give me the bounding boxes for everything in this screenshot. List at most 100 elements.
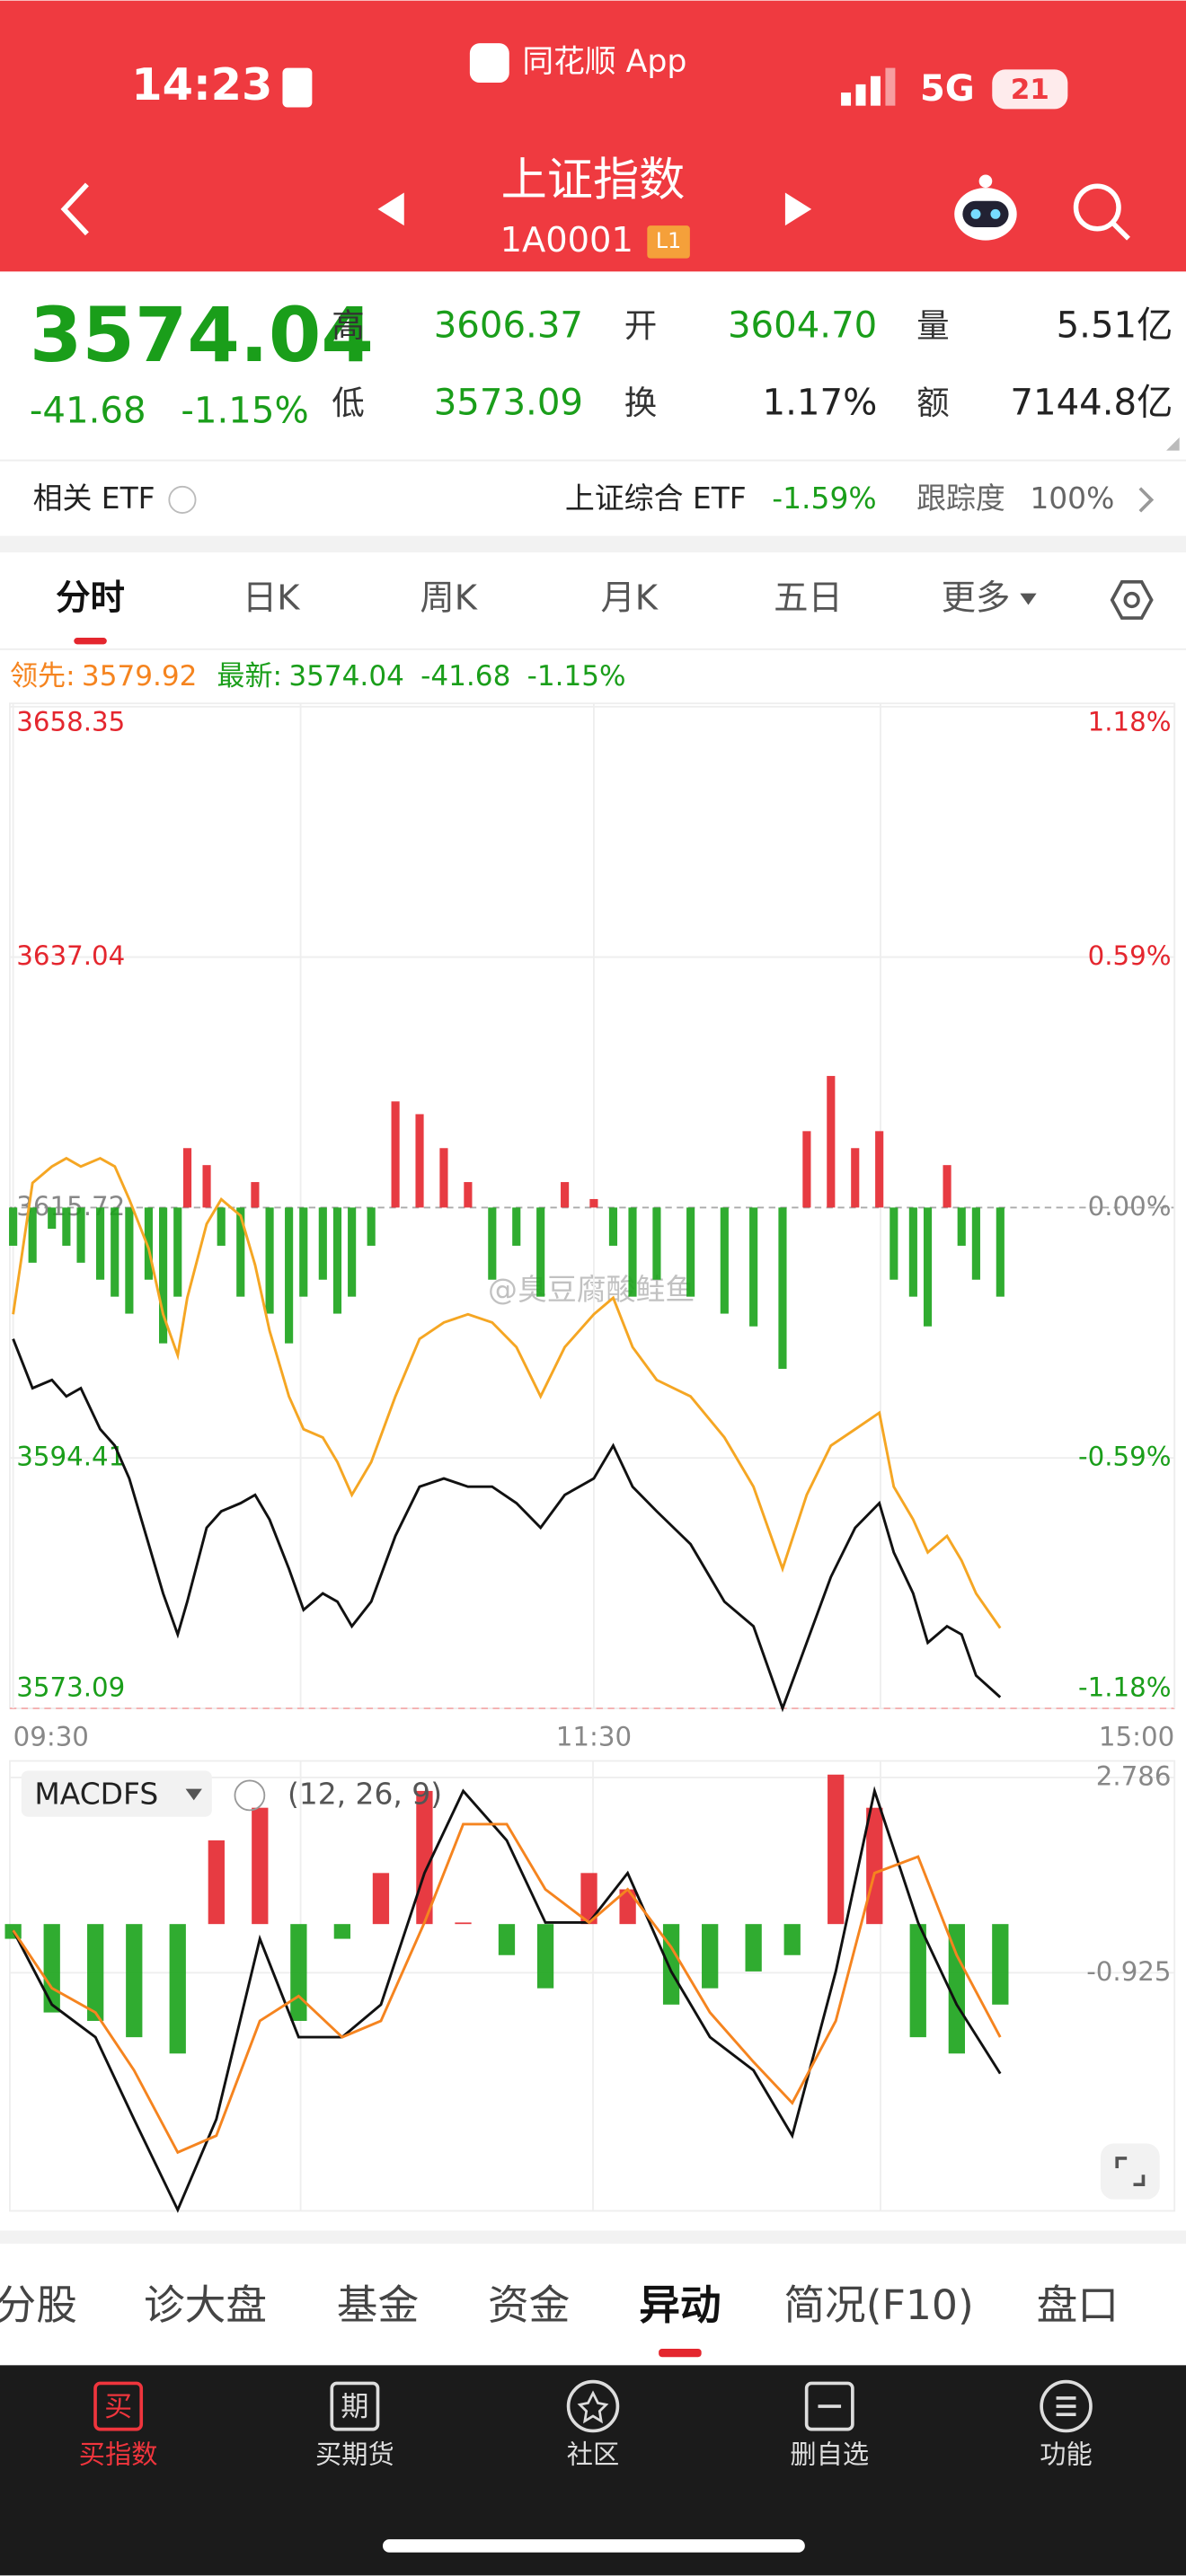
bottom-tab[interactable]: 资金 — [488, 2281, 570, 2329]
signal — [841, 67, 896, 106]
tab[interactable]: 五日 — [774, 578, 843, 618]
nav-item[interactable]: 社区 — [566, 2379, 620, 2470]
tab[interactable]: 月K — [600, 578, 658, 618]
y2-tick-label: 0.59% — [1088, 940, 1172, 971]
bar — [828, 1774, 845, 1925]
bar — [9, 1207, 18, 1246]
next-button[interactable] — [784, 192, 812, 226]
nav-icon — [804, 2381, 854, 2431]
app-icon — [469, 43, 509, 84]
bar — [455, 1922, 472, 1925]
bottom-tab[interactable]: 异动 — [639, 2281, 721, 2329]
y-tick-label: 3658.35 — [16, 707, 125, 737]
bar — [348, 1207, 357, 1297]
nav-label: 买指数 — [79, 2439, 158, 2469]
dropdown-arrow — [1020, 593, 1037, 605]
watermark: @臭豆腐酸鲑鱼 — [488, 1272, 695, 1307]
bar — [251, 1182, 260, 1208]
header-title: 上证指数 — [501, 154, 686, 207]
prev-button[interactable] — [377, 192, 404, 226]
bar — [909, 1924, 926, 2038]
x-tick-label: 15:00 — [1099, 1721, 1174, 1751]
series-line — [12, 1822, 1002, 2155]
bar — [159, 1207, 168, 1344]
header-badge: L1 — [656, 228, 681, 253]
macd-selector[interactable] — [21, 1770, 212, 1817]
field-value: 3573.09 — [434, 382, 583, 423]
bar — [702, 1924, 719, 1989]
x-tick-label: 11:30 — [556, 1721, 632, 1751]
etf-chevron[interactable] — [1138, 487, 1155, 513]
bar — [652, 1207, 661, 1280]
tab[interactable]: 更多 — [942, 578, 1011, 618]
bar — [416, 1790, 433, 1925]
bar — [783, 1924, 801, 1955]
etf-pct: -1.59% — [772, 481, 876, 516]
expand-button[interactable] — [1100, 2143, 1160, 2200]
quote-pct: -1.15% — [181, 391, 308, 432]
series-line — [12, 1156, 1002, 1629]
bar — [252, 1807, 269, 1925]
bar — [992, 1924, 1009, 2005]
bar — [333, 1924, 350, 1939]
battery — [992, 69, 1068, 110]
bottom-tab[interactable]: 分股 — [0, 2281, 77, 2329]
bar — [580, 1873, 597, 1925]
search-button[interactable] — [1073, 183, 1130, 241]
bar — [265, 1207, 274, 1314]
field-label: 低 — [332, 384, 365, 422]
etf-label: 相关 ETF — [33, 481, 155, 516]
bar — [87, 1924, 104, 2021]
bar — [217, 1207, 226, 1246]
y2-tick-label: -1.18% — [1078, 1672, 1171, 1703]
bar — [948, 1924, 965, 2054]
bar — [720, 1207, 729, 1314]
bar — [95, 1207, 105, 1280]
bar — [125, 1207, 134, 1314]
section-gap — [0, 2230, 1186, 2245]
series-line — [12, 1786, 1002, 2213]
bottom-tab[interactable]: 诊大盘 — [144, 2281, 267, 2329]
badge-bg — [647, 225, 690, 259]
tab[interactable]: 周K — [420, 578, 477, 618]
dropdown-arrow — [185, 1788, 202, 1801]
legend: 领先: 3579.92 最新: 3574.04 -41.68 -1.15% — [10, 660, 626, 693]
bar — [745, 1924, 762, 1972]
bottom-tab[interactable]: 基金 — [337, 2281, 419, 2329]
bar — [866, 1807, 883, 1925]
bar — [111, 1207, 119, 1297]
header-code: 1A0001 — [500, 220, 633, 260]
bar — [48, 1207, 57, 1230]
corner-mark — [1166, 437, 1180, 451]
tab-indicator — [74, 638, 107, 645]
settings-button[interactable] — [1110, 580, 1154, 620]
bar — [890, 1207, 898, 1280]
bar — [285, 1207, 294, 1344]
field-value: 7144.8亿 — [1010, 382, 1173, 423]
tab[interactable]: 日K — [243, 578, 300, 618]
bar — [236, 1207, 245, 1297]
y2-tick-label: 0.00% — [1088, 1191, 1172, 1222]
back-button[interactable] — [60, 182, 89, 236]
bar — [875, 1131, 884, 1208]
bottom-tab[interactable]: 简况(F10) — [783, 2281, 973, 2329]
nav-item[interactable]: 功能 — [1040, 2379, 1093, 2470]
nav-label: 社区 — [567, 2439, 620, 2469]
bar — [62, 1207, 71, 1246]
help-icon[interactable] — [168, 485, 197, 514]
bar — [173, 1207, 182, 1297]
robot-button[interactable] — [954, 174, 1017, 241]
bottom-tab[interactable]: 盘口 — [1037, 2281, 1119, 2329]
quote-price: 3574.04 — [30, 291, 374, 379]
bar — [318, 1207, 327, 1280]
legend-latest: 3574.04 — [288, 660, 404, 693]
etf-name: 上证综合 ETF — [565, 481, 747, 516]
field-value: 3606.37 — [434, 304, 583, 346]
nav-item[interactable]: 删自选 — [790, 2381, 869, 2469]
tab[interactable]: 分时 — [56, 578, 125, 618]
help-icon[interactable] — [234, 1779, 266, 1812]
bar — [802, 1131, 811, 1208]
